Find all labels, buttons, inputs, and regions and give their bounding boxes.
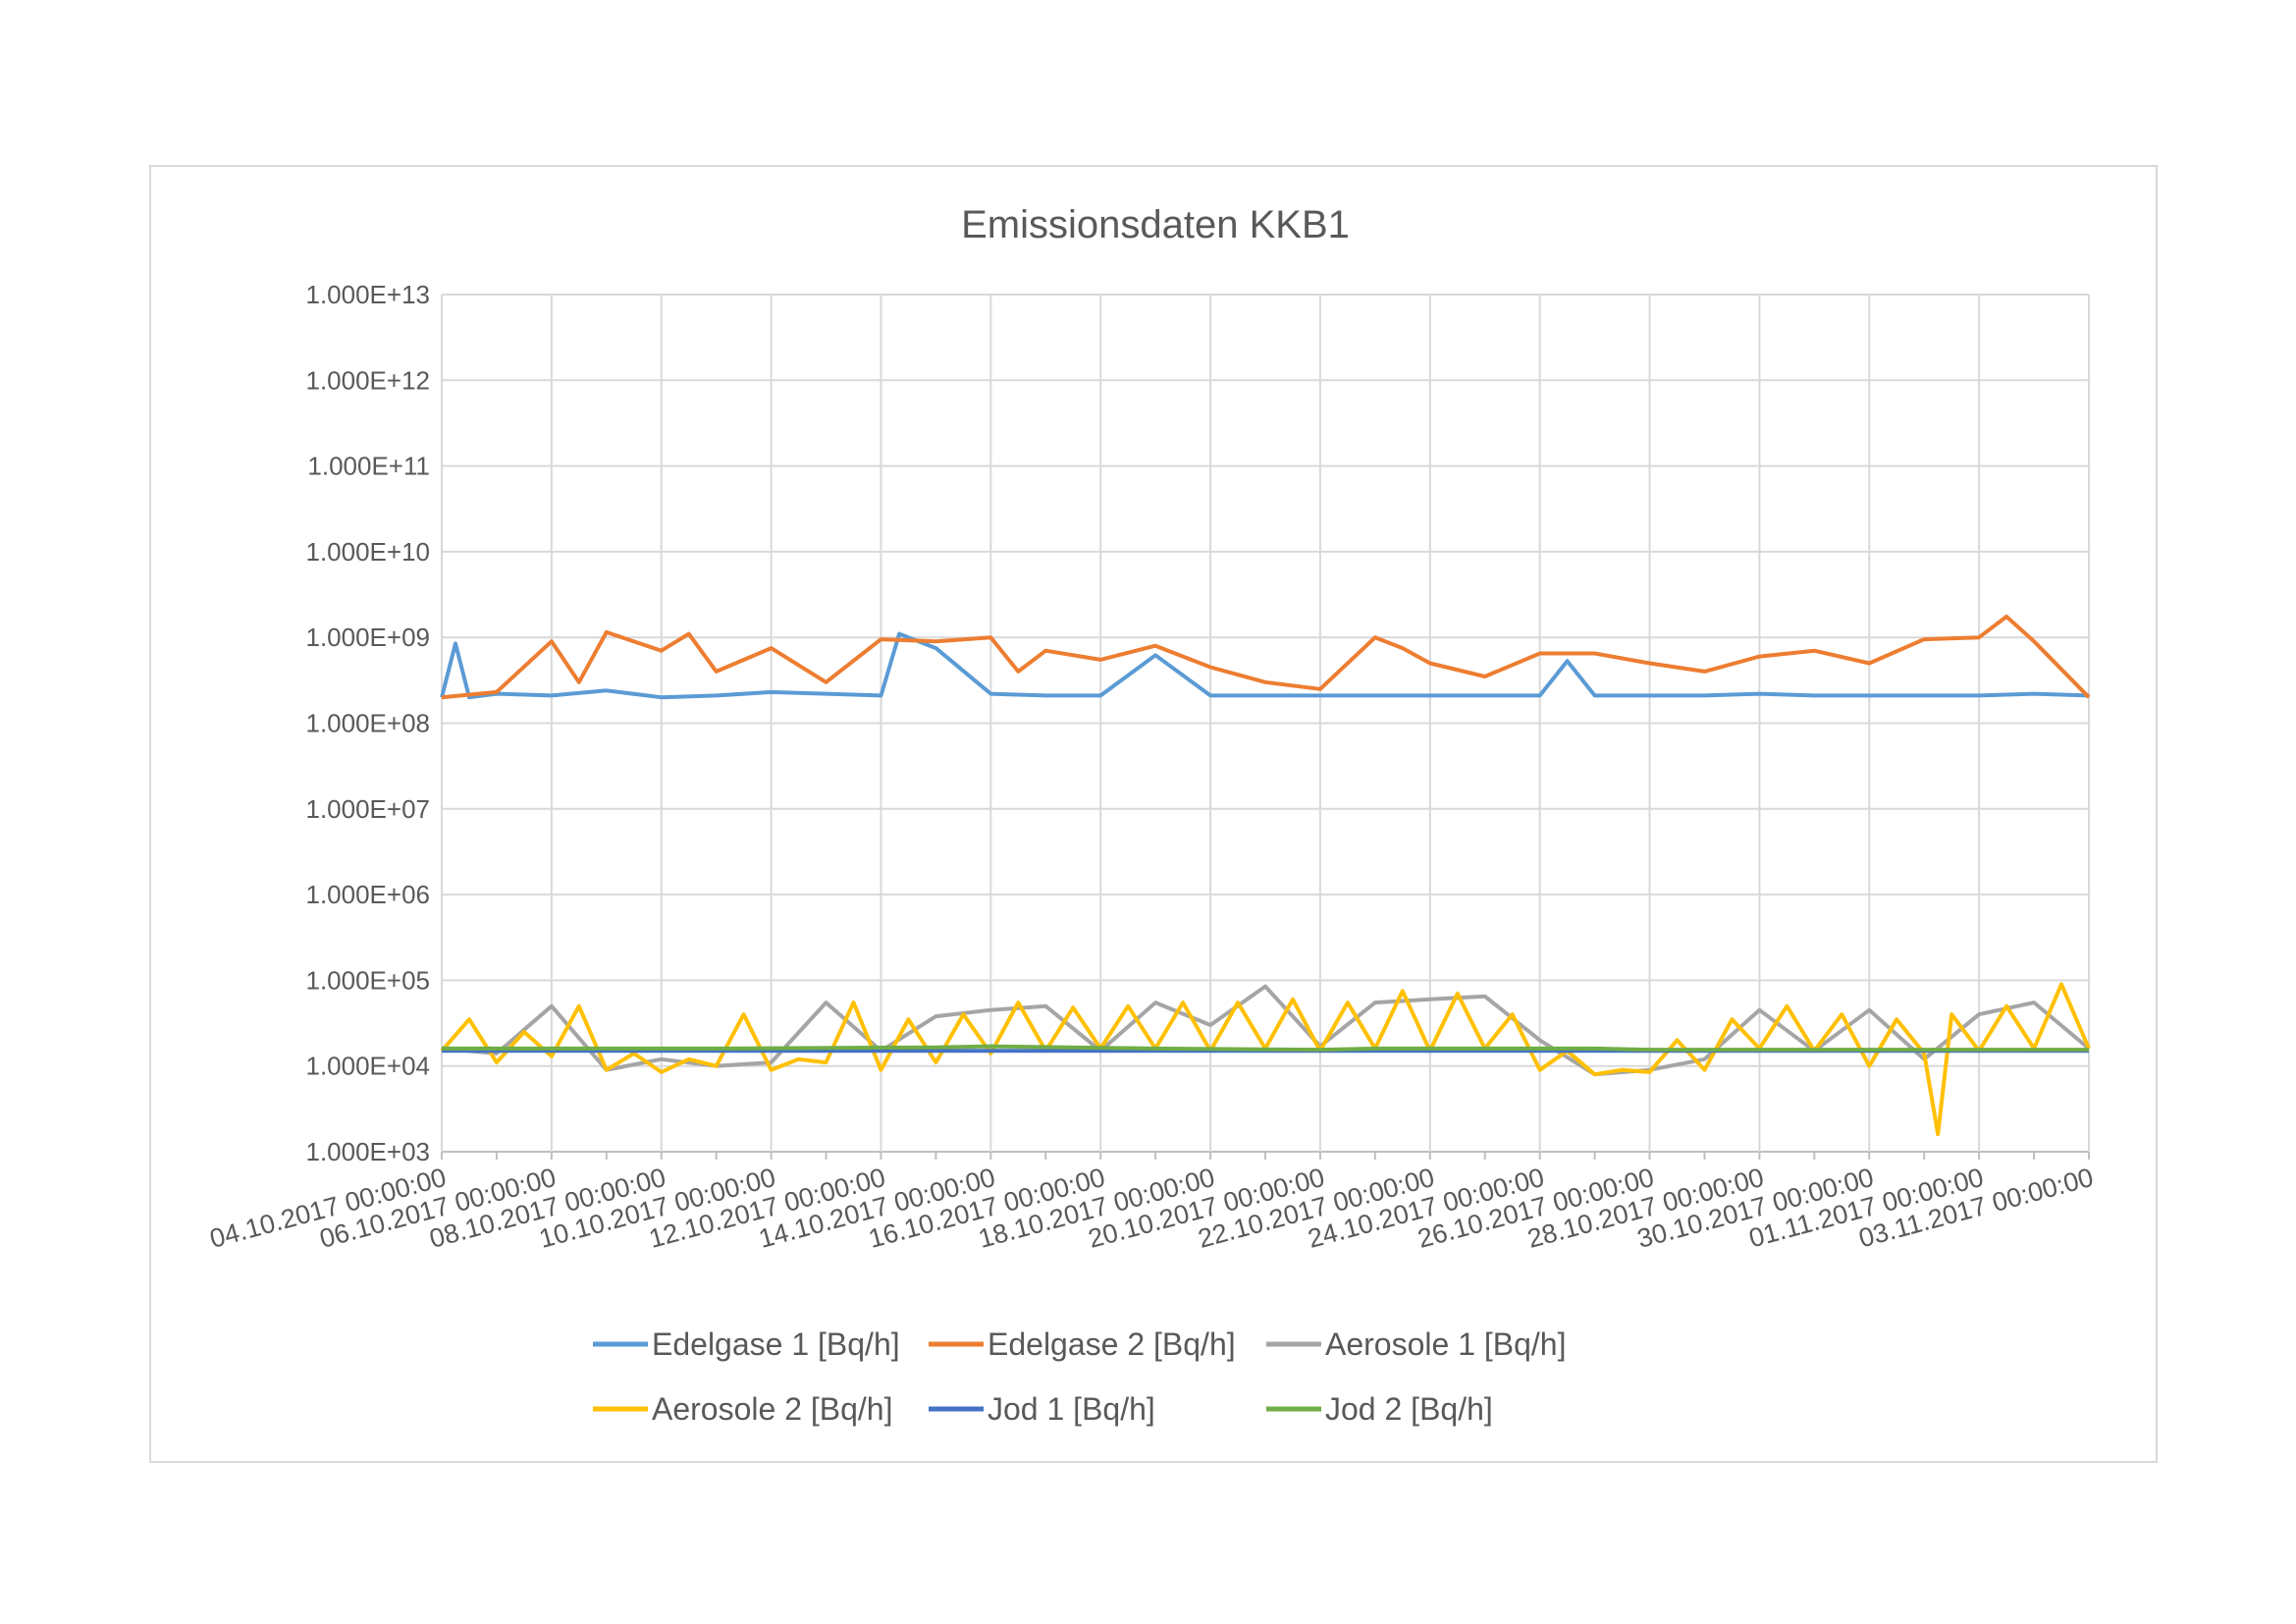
y-tick-label: 1.000E+11 [307,452,430,481]
legend-label: Aerosole 2 [Bq/h] [652,1391,892,1427]
legend-label: Edelgase 1 [Bq/h] [652,1326,900,1362]
series-line-edelgase-1 [440,631,2090,700]
series-lines [440,615,2091,1137]
legend-label: Aerosole 1 [Bq/h] [1325,1326,1566,1362]
legend: Edelgase 1 [Bq/h] Edelgase 2 [Bq/h] Aeroso… [593,1326,1566,1427]
chart-frame: Emissionsdaten KKB1 1.000E+03 1.000E+04 1.… [149,165,2158,1463]
y-tick-label: 1.000E+08 [305,709,430,738]
legend-label: Jod 2 [Bq/h] [1325,1391,1493,1427]
legend-label: Jod 1 [Bq/h] [988,1391,1155,1427]
series-line-edelgase-2 [441,615,2091,700]
series-line-jod-2 [442,1044,2089,1053]
y-axis-ticks: 1.000E+03 1.000E+04 1.000E+05 1.000E+06 1.00… [305,280,430,1166]
series-line-aerosole-2 [440,982,2091,1137]
chart-title: Emissionsdaten KKB1 [961,203,1350,246]
chart-svg: Emissionsdaten KKB1 1.000E+031.000E+041.… [206,203,2097,1427]
y-tick-label: 1.000E+07 [305,794,430,824]
grid [441,294,2090,1153]
legend-label: Edelgase 2 [Bq/h] [988,1326,1236,1362]
y-tick-label: 1.000E+04 [305,1052,430,1081]
y-tick-label: 1.000E+06 [305,880,430,909]
y-tick-label: 1.000E+10 [305,537,430,567]
y-tick-label: 1.000E+12 [305,365,430,395]
y-tick-label: 1.000E+05 [305,965,430,995]
y-tick-label: 1.000E+03 [305,1137,430,1166]
y-tick-label: 1.000E+13 [305,280,430,309]
y-tick-label: 1.000E+09 [305,623,430,652]
